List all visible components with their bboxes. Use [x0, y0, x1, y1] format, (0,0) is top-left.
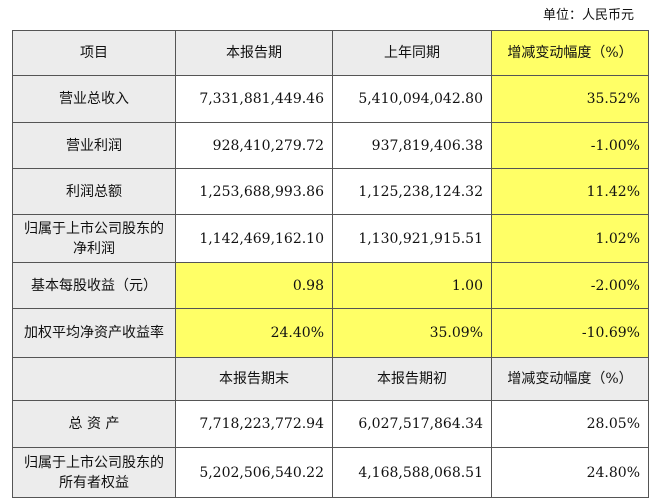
table-row: 本报告期末 本报告期初 增减变动幅度（%） [12, 357, 649, 401]
table-row: 总 资 产 7,718,223,772.94 6,027,517,864.34 28.… [12, 400, 649, 448]
cell: 7,718,223,772.94 [175, 400, 333, 448]
cell: 1,125,238,124.32 [332, 168, 492, 215]
table: 项目 本报告期 上年同期 增减变动幅度（%） 营业总收入 7,331,881,449.46… [12, 30, 649, 498]
cell: 937,819,406.38 [332, 122, 492, 169]
row-label: 营业利润 [12, 122, 176, 169]
row-label: 总 资 产 [12, 400, 176, 448]
cell: 928,410,279.72 [175, 122, 333, 169]
table-row: 营业利润 928,410,279.72 937,819,406.38 -1.00% [12, 122, 649, 169]
column-header: 增减变动幅度（%） [491, 357, 649, 401]
cell: 28.05% [491, 400, 649, 448]
cell: 35.52% [491, 75, 649, 123]
cell: 35.09% [332, 308, 492, 358]
column-header: 增减变动幅度（%） [491, 30, 649, 76]
table-row: 归属于上市公司股东的所有者权益 5,202,506,540.22 4,168,588… [12, 447, 649, 498]
cell: -2.00% [491, 262, 649, 309]
cell: 11.42% [491, 168, 649, 215]
cell: 1.02% [491, 214, 649, 263]
table-row: 利润总额 1,253,688,993.86 1,125,238,124.32 11.4… [12, 168, 649, 215]
cell: 1,130,921,915.51 [332, 214, 492, 263]
column-header: 本报告期 [175, 30, 333, 76]
cell: 24.80% [491, 447, 649, 498]
cell: 4,168,588,068.51 [332, 447, 492, 498]
column-header: 本报告期末 [175, 357, 333, 401]
cell: 5,410,094,042.80 [332, 75, 492, 123]
cell: 6,027,517,864.34 [332, 400, 492, 448]
table-row: 基本每股收益（元） 0.98 1.00 -2.00% [12, 262, 649, 309]
row-label [12, 357, 176, 401]
row-label: 归属于上市公司股东的所有者权益 [12, 447, 176, 498]
table-row: 项目 本报告期 上年同期 增减变动幅度（%） [12, 30, 649, 76]
cell: 24.40% [175, 308, 333, 358]
row-label: 利润总额 [12, 168, 176, 215]
cell: 5,202,506,540.22 [175, 447, 333, 498]
table-row: 营业总收入 7,331,881,449.46 5,410,094,042.80 35.… [12, 75, 649, 123]
row-label: 基本每股收益（元） [12, 262, 176, 309]
row-label: 项目 [12, 30, 176, 76]
cell: 0.98 [175, 262, 333, 309]
table-row: 加权平均净资产收益率 24.40% 35.09% -10.69% [12, 308, 649, 358]
cell: 1.00 [332, 262, 492, 309]
cell: 1,253,688,993.86 [175, 168, 333, 215]
column-header: 本报告期初 [332, 357, 492, 401]
cell: -1.00% [491, 122, 649, 169]
cell: 1,142,469,162.10 [175, 214, 333, 263]
column-header: 上年同期 [332, 30, 492, 76]
cell: -10.69% [491, 308, 649, 358]
row-label: 归属于上市公司股东的净利润 [12, 214, 176, 263]
cell: 7,331,881,449.46 [175, 75, 333, 123]
table-row: 归属于上市公司股东的净利润 1,142,469,162.10 1,130,921,9… [12, 214, 649, 263]
row-label: 营业总收入 [12, 75, 176, 123]
unit-label: 单位：人民币元 [542, 8, 634, 23]
row-label: 加权平均净资产收益率 [12, 308, 176, 358]
